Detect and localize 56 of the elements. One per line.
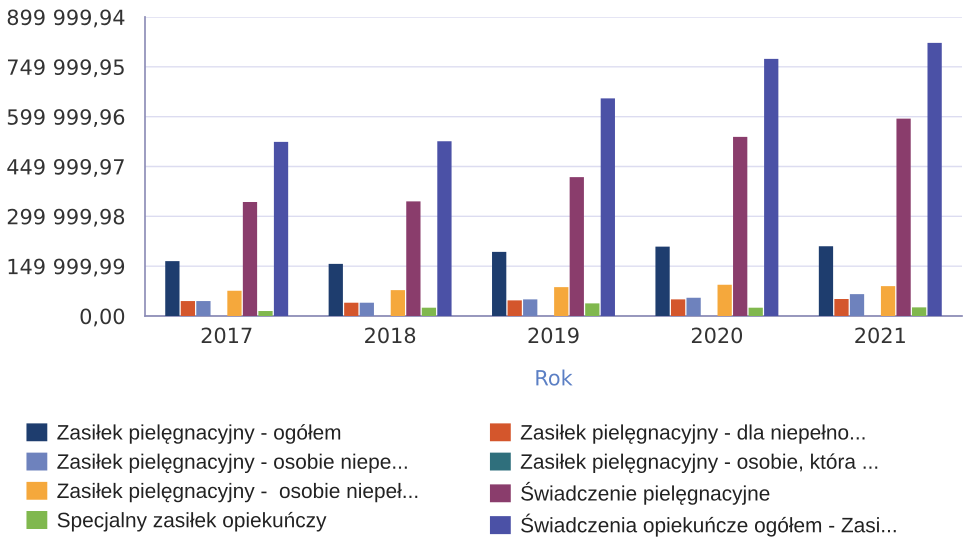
bar	[686, 298, 701, 316]
x-tick-label: 2019	[528, 327, 579, 344]
bar	[196, 301, 211, 316]
bar	[655, 246, 670, 316]
y-tick-label: 599 999,96	[8, 109, 124, 128]
bar	[165, 261, 180, 316]
bar	[850, 294, 864, 316]
bar	[896, 118, 911, 316]
legend-label: Specjalny zasiłek opiekuńczy	[58, 512, 326, 532]
legend-label: Zasiłek pielęgnacyjny - osobie, która ...	[520, 453, 878, 474]
bar	[180, 301, 196, 316]
y-tick-label: 299 999,98	[8, 208, 124, 227]
x-tick-label: 2018	[365, 327, 416, 344]
bar	[422, 308, 436, 316]
bar	[523, 299, 538, 316]
legend-label: Zasiłek pielęgnacyjny - dla niepełno...	[520, 424, 865, 444]
y-tick-label: 0,00	[80, 308, 124, 326]
bar	[585, 303, 600, 316]
legend-label: Zasiłek pielęgnacyjny - ogółem	[57, 424, 340, 444]
bar	[258, 311, 273, 316]
bar	[554, 287, 568, 316]
bar	[764, 58, 778, 316]
bar	[242, 202, 258, 316]
x-tick-label: 2020	[692, 327, 742, 344]
legend-label: Zasiłek pielęgnacyjny - osobie niepeł...	[57, 482, 418, 502]
bar	[344, 302, 358, 316]
bar	[670, 299, 686, 316]
bar	[227, 290, 242, 316]
y-tick-label: 749 999,95	[8, 59, 124, 78]
bar	[328, 264, 343, 316]
bar	[718, 284, 732, 316]
bar	[508, 300, 522, 316]
legend-label: Świadczenia opiekuńcze ogółem - Zasi...	[521, 514, 896, 537]
y-tick-label: 149 999,99	[8, 258, 124, 277]
x-tick-label: 2017	[202, 327, 252, 344]
bar	[748, 308, 763, 316]
y-tick-label: 899 999,94	[8, 9, 124, 28]
bar	[406, 201, 421, 316]
legend-label: Świadczenie pielęgnacyjne	[521, 482, 770, 505]
bar	[492, 252, 506, 316]
bar	[437, 141, 452, 316]
bar	[600, 98, 615, 316]
bar	[733, 136, 748, 316]
bar	[274, 142, 288, 316]
bar	[818, 246, 834, 316]
bar	[360, 302, 374, 316]
legend-label: Zasiłek pielęgnacyjny - osobie niepe...	[57, 454, 407, 474]
bar	[834, 299, 849, 316]
x-tick-label: 2021	[855, 327, 905, 344]
y-tick-label: 449 999,97	[7, 158, 124, 177]
bar	[912, 307, 926, 316]
bar	[880, 286, 896, 316]
bar	[390, 290, 405, 316]
bar	[570, 177, 584, 316]
x-axis-title: Rok	[536, 369, 573, 386]
bar	[927, 42, 942, 316]
